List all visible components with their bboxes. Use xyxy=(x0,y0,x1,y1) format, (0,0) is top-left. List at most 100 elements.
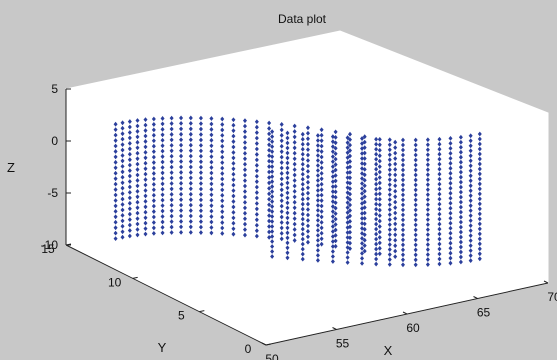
data-point xyxy=(151,187,156,193)
data-point xyxy=(305,179,310,185)
data-point xyxy=(279,176,284,182)
data-point xyxy=(179,159,184,164)
data-point xyxy=(360,216,365,221)
data-point xyxy=(267,196,272,202)
data-point xyxy=(279,171,284,176)
data-point xyxy=(300,186,305,192)
x-tick-mark xyxy=(402,311,408,315)
data-point xyxy=(292,134,297,140)
data-point xyxy=(333,145,338,151)
data-point xyxy=(270,209,275,214)
data-point xyxy=(113,159,118,165)
data-point xyxy=(285,225,290,231)
data-point xyxy=(468,163,473,169)
data-point xyxy=(254,152,259,157)
data-point xyxy=(347,197,352,202)
data-point xyxy=(279,220,284,225)
data-point xyxy=(345,245,350,250)
data-point xyxy=(315,232,320,238)
data-point xyxy=(143,122,148,128)
data-point xyxy=(292,189,297,194)
data-point xyxy=(468,153,473,159)
data-point xyxy=(169,170,174,175)
data-point xyxy=(477,206,482,212)
data-point xyxy=(345,240,350,245)
data-point xyxy=(300,236,305,242)
data-point xyxy=(360,260,365,266)
data-point xyxy=(254,228,259,234)
data-point xyxy=(413,157,418,163)
data-point xyxy=(127,162,132,168)
data-point xyxy=(315,173,320,178)
data-point xyxy=(377,224,382,229)
data-point xyxy=(151,203,156,209)
data-point xyxy=(292,216,297,222)
x-tick-label: 60 xyxy=(406,321,420,335)
data-point xyxy=(319,132,324,138)
data-point xyxy=(400,167,405,173)
data-point xyxy=(362,150,367,156)
data-point xyxy=(127,233,132,239)
data-point xyxy=(362,188,367,194)
data-point xyxy=(188,170,193,175)
data-point xyxy=(169,142,174,148)
data-point xyxy=(333,222,338,227)
data-point xyxy=(242,167,247,173)
data-point xyxy=(345,150,350,156)
data-point xyxy=(319,165,324,171)
data-point xyxy=(468,138,473,144)
data-point xyxy=(387,142,392,148)
data-point xyxy=(179,186,184,192)
data-point xyxy=(160,137,165,143)
data-point xyxy=(448,215,453,221)
data-point xyxy=(377,207,382,213)
data-point xyxy=(468,178,473,184)
data-point xyxy=(279,122,284,127)
data-point xyxy=(400,262,405,268)
data-point xyxy=(160,116,165,121)
data-point xyxy=(179,131,184,137)
data-point xyxy=(198,219,203,225)
data-point xyxy=(151,192,156,198)
data-point xyxy=(305,190,310,196)
data-point xyxy=(319,127,324,133)
data-point xyxy=(425,207,430,213)
data-point xyxy=(362,139,367,145)
data-point xyxy=(300,136,305,142)
data-point xyxy=(345,180,350,186)
data-point xyxy=(448,135,453,141)
data-point xyxy=(270,184,275,189)
data-point xyxy=(285,155,290,161)
data-point xyxy=(315,183,320,188)
data-point xyxy=(231,188,236,194)
data-point xyxy=(300,216,305,222)
data-point xyxy=(143,182,148,188)
x-tick-label: 70 xyxy=(547,290,557,304)
data-point xyxy=(188,180,193,186)
data-point xyxy=(458,224,463,230)
data-point xyxy=(477,166,482,172)
data-point xyxy=(362,194,367,200)
data-point xyxy=(169,197,174,203)
data-point xyxy=(209,225,214,230)
data-point xyxy=(143,160,148,166)
data-point xyxy=(333,205,338,211)
data-point xyxy=(347,137,352,143)
data-point xyxy=(270,224,275,229)
data-point xyxy=(347,246,352,252)
data-point xyxy=(113,187,118,192)
data-point xyxy=(267,158,272,164)
data-point xyxy=(113,127,118,133)
data-point xyxy=(319,236,324,242)
data-point xyxy=(377,142,382,148)
data-point xyxy=(477,201,482,207)
z-tick-label: 5 xyxy=(51,82,58,96)
data-point xyxy=(267,131,272,137)
data-point xyxy=(113,203,118,209)
data-point xyxy=(169,153,174,159)
data-point xyxy=(254,206,259,212)
data-point xyxy=(209,154,214,160)
data-point xyxy=(254,190,259,195)
data-point xyxy=(413,192,418,198)
data-point xyxy=(300,146,305,152)
